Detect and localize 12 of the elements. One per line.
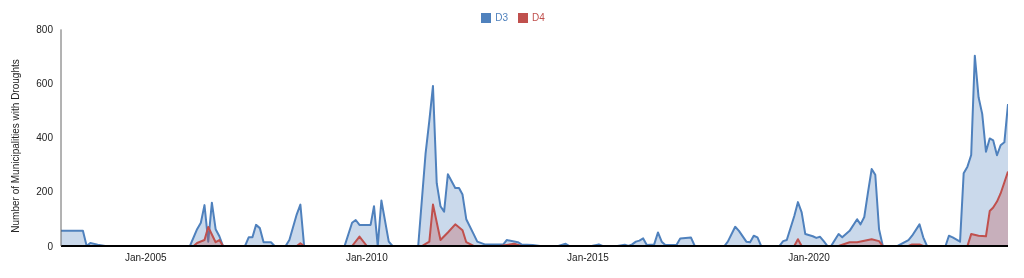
y-tick-label: 800 bbox=[36, 23, 54, 35]
x-tick-label: Jan-2010 bbox=[346, 252, 389, 264]
y-tick-label: 600 bbox=[36, 78, 54, 90]
y-axis-title: Number of Municipalities with Droughts bbox=[9, 59, 21, 233]
legend-label: D3 bbox=[495, 12, 508, 23]
x-tick-label: Jan-2020 bbox=[788, 252, 831, 264]
x-tick-label: Jan-2015 bbox=[567, 252, 610, 264]
y-tick-label: 0 bbox=[47, 240, 54, 252]
x-tick-label: Jan-2005 bbox=[124, 252, 168, 264]
y-tick-label: 200 bbox=[36, 186, 54, 198]
legend-label: D4 bbox=[532, 12, 545, 23]
y-tick-label: 400 bbox=[36, 132, 54, 144]
